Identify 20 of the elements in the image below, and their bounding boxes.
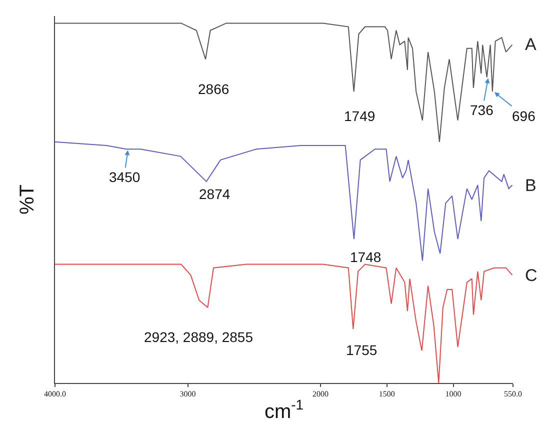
annotation: 3450 xyxy=(109,169,140,185)
annotation: 2874 xyxy=(199,186,230,202)
y-axis-title: %T xyxy=(16,184,38,214)
x-tick-label: 1000 xyxy=(445,390,462,399)
x-tick-label: 550.0 xyxy=(504,390,522,399)
x-tick-label: 2000 xyxy=(312,390,329,399)
annotation: 2923, 2889, 2855 xyxy=(144,329,254,345)
annotation: 1755 xyxy=(346,342,378,358)
annotation: 696 xyxy=(512,108,536,124)
series-label: B xyxy=(525,176,536,195)
x-tick-label: 4000.0 xyxy=(44,390,66,399)
x-axis-title: cm$^{-1}$ xyxy=(264,396,304,424)
annotation: 1749 xyxy=(344,108,376,124)
x-tick-label: 1500 xyxy=(378,390,395,399)
x-tick-label: 3000 xyxy=(180,390,196,399)
series-label: A xyxy=(525,35,537,54)
annotation: 736 xyxy=(470,102,494,118)
annotation: 2866 xyxy=(198,81,230,97)
series-label: C xyxy=(525,266,538,285)
annotation: 1748 xyxy=(350,249,382,265)
